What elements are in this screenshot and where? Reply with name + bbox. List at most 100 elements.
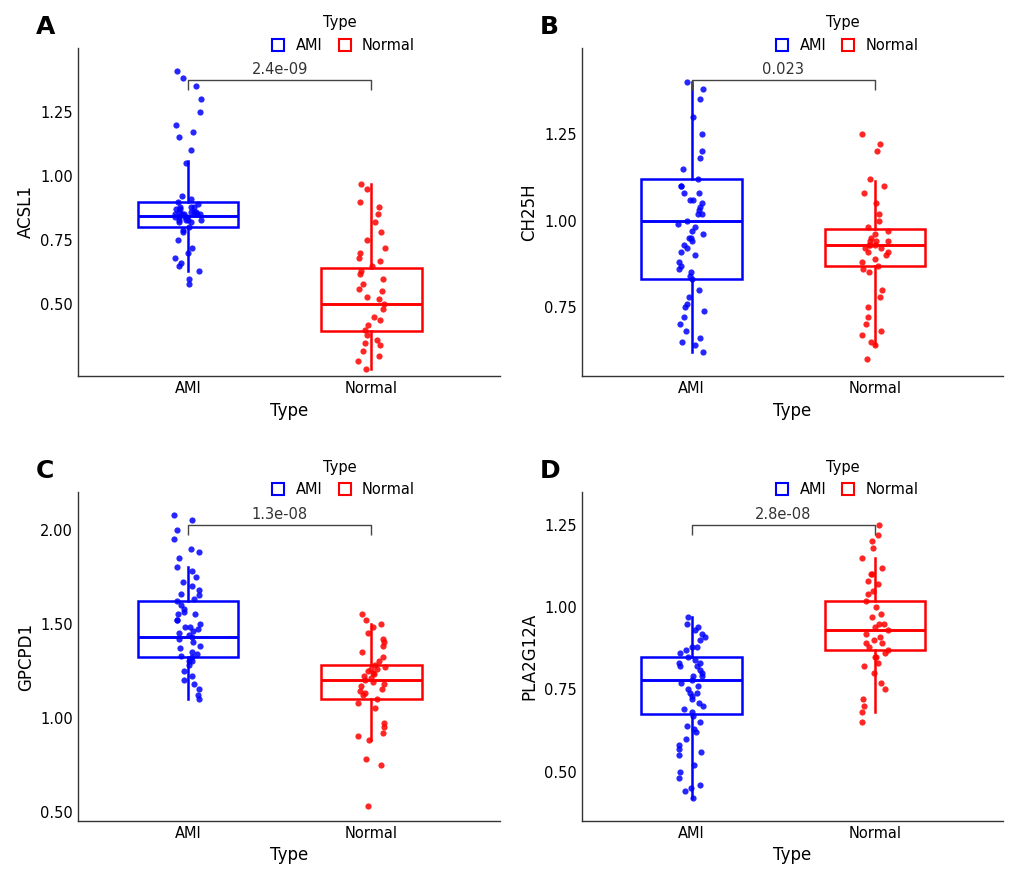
Point xyxy=(166,210,182,224)
Legend: AMI, Normal: AMI, Normal xyxy=(766,15,918,53)
Point xyxy=(855,186,871,200)
Point xyxy=(357,673,373,687)
Text: C: C xyxy=(36,459,54,484)
Point xyxy=(370,349,386,363)
Point xyxy=(352,266,368,280)
Point xyxy=(369,692,385,706)
Point xyxy=(870,290,887,304)
Point xyxy=(363,662,379,676)
Point xyxy=(355,277,371,291)
Point xyxy=(872,636,889,650)
Point xyxy=(363,671,379,685)
Point xyxy=(183,655,200,669)
Point xyxy=(374,632,390,646)
Text: D: D xyxy=(539,459,559,484)
Point xyxy=(175,575,192,589)
Point xyxy=(358,361,374,375)
Point xyxy=(669,217,686,231)
Point xyxy=(372,338,388,352)
Point xyxy=(684,708,700,722)
Point xyxy=(857,317,873,331)
Point xyxy=(184,635,201,649)
Point xyxy=(170,632,186,646)
Point xyxy=(669,742,686,756)
Point xyxy=(350,729,366,744)
Point xyxy=(170,212,186,226)
Point xyxy=(853,706,869,720)
Text: 1.3e-08: 1.3e-08 xyxy=(252,507,308,522)
Point xyxy=(878,643,895,657)
Point xyxy=(176,605,193,619)
Point xyxy=(691,778,707,792)
Point xyxy=(687,220,703,234)
Point xyxy=(684,791,700,805)
Point xyxy=(673,258,689,272)
Point xyxy=(182,215,199,229)
Point xyxy=(189,647,205,661)
Point xyxy=(695,303,711,317)
Point xyxy=(375,635,391,649)
Point xyxy=(370,292,386,307)
Point xyxy=(869,528,886,542)
Point xyxy=(192,207,208,221)
Point xyxy=(672,765,688,779)
Point xyxy=(374,271,390,285)
Point xyxy=(673,245,689,259)
Point xyxy=(359,181,375,196)
Point xyxy=(859,300,875,315)
Point xyxy=(189,207,205,221)
Point xyxy=(190,688,206,702)
Point xyxy=(184,241,201,255)
Point xyxy=(356,670,372,684)
Point xyxy=(366,310,382,324)
Point xyxy=(853,127,869,141)
Point xyxy=(191,692,207,706)
Point xyxy=(854,262,870,276)
Point xyxy=(187,204,204,218)
Point xyxy=(866,620,882,634)
Point xyxy=(857,626,873,640)
Point xyxy=(694,699,710,713)
Point xyxy=(172,598,189,612)
Point xyxy=(190,622,206,636)
Point xyxy=(166,532,182,546)
Point xyxy=(358,613,374,627)
Point xyxy=(683,224,699,238)
Point xyxy=(673,676,689,690)
Point xyxy=(859,220,875,234)
Point xyxy=(166,507,182,522)
Point xyxy=(183,564,200,578)
Point xyxy=(174,189,191,204)
Point xyxy=(171,210,187,224)
Bar xyxy=(641,179,742,279)
Point xyxy=(358,233,374,248)
Point xyxy=(669,748,686,762)
Point xyxy=(357,686,373,700)
Point xyxy=(364,259,380,273)
Point xyxy=(681,193,697,207)
Point xyxy=(167,251,183,265)
Point xyxy=(178,156,195,170)
Point xyxy=(180,212,197,226)
Point xyxy=(169,613,185,627)
Point xyxy=(181,620,198,634)
Point xyxy=(354,645,370,659)
Point xyxy=(855,699,871,713)
Point xyxy=(860,640,876,654)
Point xyxy=(860,238,876,252)
Bar xyxy=(321,665,421,699)
Bar xyxy=(823,601,924,650)
Point xyxy=(681,685,697,700)
Point xyxy=(873,283,890,297)
Point xyxy=(679,617,695,631)
Point xyxy=(176,207,193,221)
Point xyxy=(176,620,193,634)
Point xyxy=(866,252,882,266)
Bar xyxy=(641,656,742,714)
Point xyxy=(692,200,708,214)
Point xyxy=(689,172,705,186)
Point xyxy=(672,659,688,673)
Text: B: B xyxy=(539,15,558,39)
Point xyxy=(376,677,392,691)
Point xyxy=(370,200,386,214)
